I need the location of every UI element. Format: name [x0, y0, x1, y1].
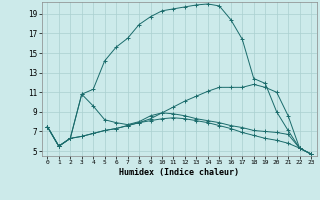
X-axis label: Humidex (Indice chaleur): Humidex (Indice chaleur) [119, 168, 239, 177]
